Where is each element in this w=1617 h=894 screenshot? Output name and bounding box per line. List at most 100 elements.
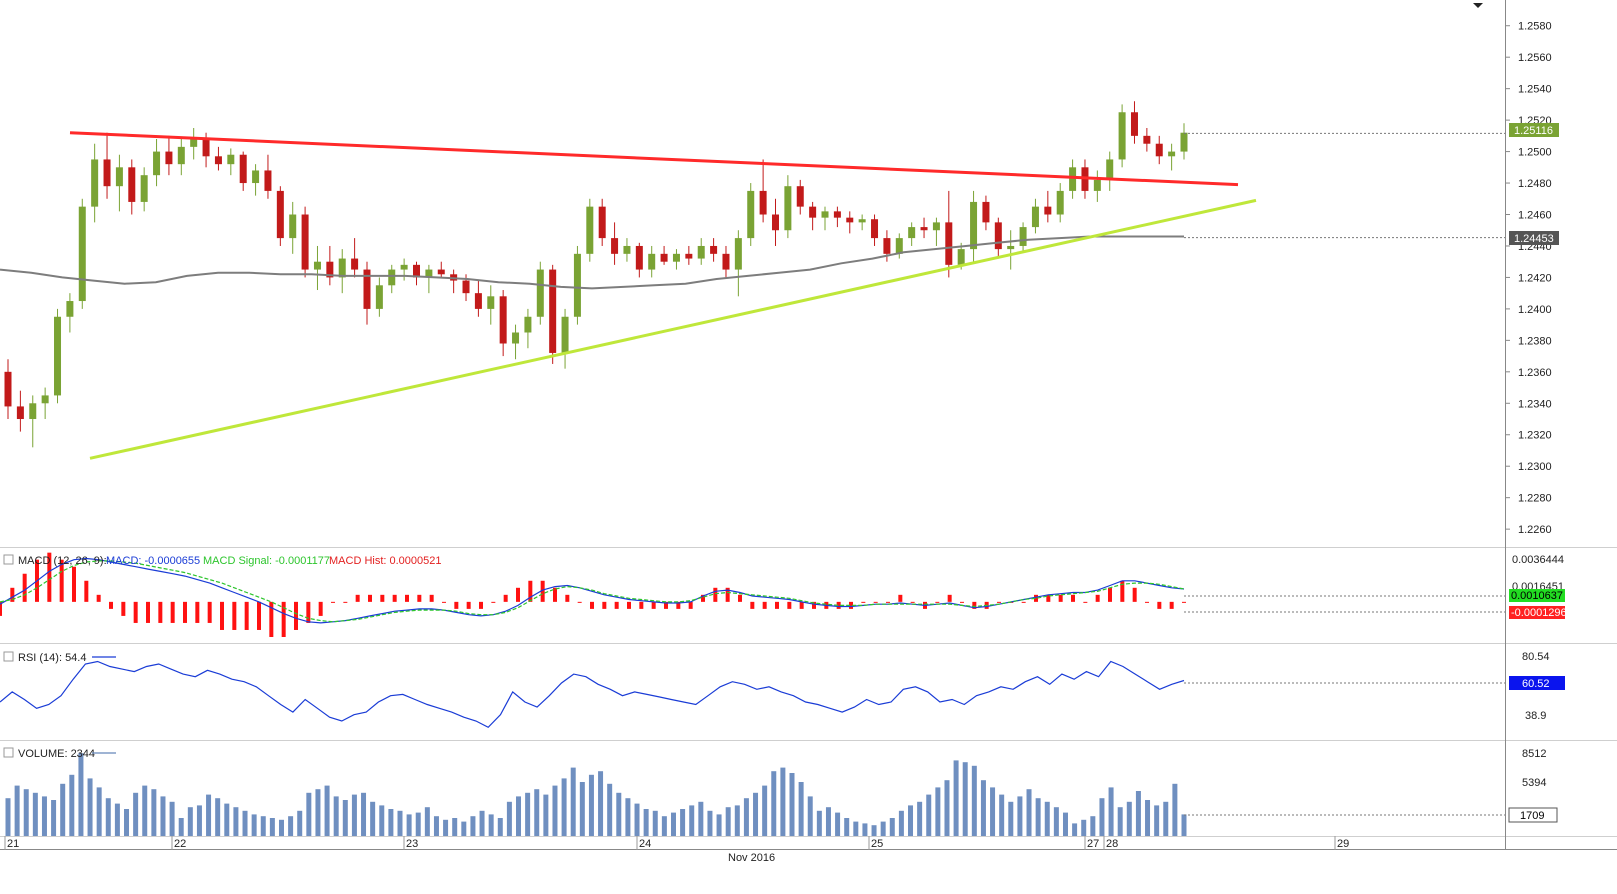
volume-bar xyxy=(288,816,294,836)
macd-title: MACD (12, 26, 9): xyxy=(18,555,107,567)
macd-line xyxy=(0,557,1185,624)
candle xyxy=(413,261,421,286)
volume-bar xyxy=(670,812,676,836)
macd-hist-bar xyxy=(306,601,311,623)
candle-body xyxy=(301,214,309,270)
volume-bar xyxy=(488,814,494,836)
volume-value-tag: 1709 xyxy=(1508,807,1558,823)
candle-body xyxy=(1019,227,1027,246)
candle xyxy=(908,222,916,246)
volume-bar xyxy=(278,819,284,836)
macd-hist-bar xyxy=(516,587,520,602)
macd-hist-bar xyxy=(812,601,816,609)
candle xyxy=(1069,159,1077,199)
candle xyxy=(586,198,594,262)
macd-hist-bar xyxy=(232,601,237,630)
candle-body xyxy=(536,269,544,317)
volume-bar xyxy=(315,789,321,836)
candle-body xyxy=(895,238,903,254)
candle xyxy=(425,264,433,294)
candle xyxy=(115,154,123,212)
volume-bar xyxy=(1154,805,1160,836)
candle xyxy=(190,127,198,160)
price-tick-label: 1.2500 xyxy=(1518,147,1552,159)
candle xyxy=(660,245,668,265)
volume-bar xyxy=(187,807,193,836)
rsi-close-icon[interactable] xyxy=(3,651,14,662)
macd-hist-bar xyxy=(331,601,335,603)
time-tick-label: 28 xyxy=(1106,838,1118,850)
macd-hist-bar xyxy=(1034,594,1038,602)
volume-bar xyxy=(689,805,695,836)
support-trendline[interactable] xyxy=(89,198,1257,460)
volume-bar xyxy=(41,796,47,836)
volume-bar xyxy=(497,818,503,836)
volume-bar xyxy=(1026,789,1032,836)
price-axis: 1.25801.25601.25401.25201.25001.24801.24… xyxy=(1505,21,1552,536)
volume-bar xyxy=(990,787,996,836)
macd-hist-bar xyxy=(454,601,459,609)
volume-bar xyxy=(224,803,230,836)
candle xyxy=(1180,123,1188,160)
volume-bar xyxy=(598,771,604,836)
volume-bar xyxy=(1145,800,1151,836)
candle-body xyxy=(759,190,767,215)
candle xyxy=(771,198,779,246)
candle-body xyxy=(1031,206,1039,228)
volume-bar xyxy=(370,801,376,836)
macd-hist-bar xyxy=(405,594,409,602)
volume-bar xyxy=(534,789,540,836)
macd-hist-bar xyxy=(1046,594,1051,602)
candle xyxy=(512,324,520,360)
macd-hist-bar xyxy=(738,594,742,602)
resistance-trendline[interactable] xyxy=(69,131,1239,187)
macd-hist-bar xyxy=(1021,601,1026,603)
volume-bar xyxy=(233,807,239,836)
macd-hist-bar xyxy=(750,601,755,609)
volume-bar xyxy=(69,774,75,836)
macd-hist-bar xyxy=(84,580,89,602)
macd-hist-bar xyxy=(22,573,27,602)
volume-bar xyxy=(588,774,594,836)
volume-bar xyxy=(999,794,1005,836)
ma-value: 1.24453 xyxy=(1514,233,1554,245)
volume-bar xyxy=(734,805,740,836)
macd-hist-bar xyxy=(528,580,533,602)
volume-close-icon[interactable] xyxy=(3,747,14,758)
macd-hist-bar xyxy=(553,587,557,602)
candle xyxy=(1093,170,1101,202)
volume-bar xyxy=(652,810,658,836)
price-tick-label: 1.2400 xyxy=(1518,304,1552,316)
macd-value: 0.0010637 xyxy=(1511,590,1563,602)
macd-hist-bar xyxy=(664,601,668,609)
macd-hist-bar xyxy=(1157,601,1162,609)
time-tick-label: 25 xyxy=(871,838,883,850)
candle xyxy=(858,214,866,231)
rsi-value: 60.52 xyxy=(1522,678,1550,690)
candle xyxy=(1019,222,1027,253)
price-tick-label: 1.2340 xyxy=(1518,398,1552,410)
candle-body xyxy=(796,186,804,207)
volume-bar xyxy=(133,792,139,836)
candle-body xyxy=(128,167,136,202)
volume-bar xyxy=(898,810,904,836)
volume-bar xyxy=(1008,801,1014,836)
macd-hist-bar xyxy=(701,594,705,602)
candle-body xyxy=(573,253,581,317)
candle-body xyxy=(4,371,12,407)
macd-hist-label: MACD Hist: 0.0000521 xyxy=(329,555,442,567)
macd-hist-bar xyxy=(220,601,224,630)
candle xyxy=(91,143,99,223)
volume-bar xyxy=(306,792,312,836)
candle xyxy=(16,390,24,432)
volume-bar xyxy=(461,821,467,836)
candle-body xyxy=(264,170,272,191)
volume-bar xyxy=(1126,801,1132,836)
macd-hist-bar xyxy=(1108,587,1112,602)
chevron-down-icon[interactable] xyxy=(1473,3,1483,8)
candle-body xyxy=(351,258,359,270)
volume-bar xyxy=(980,780,986,836)
macd-hist-bar xyxy=(886,601,890,603)
macd-close-icon[interactable] xyxy=(3,554,14,565)
candle-body xyxy=(400,264,408,270)
